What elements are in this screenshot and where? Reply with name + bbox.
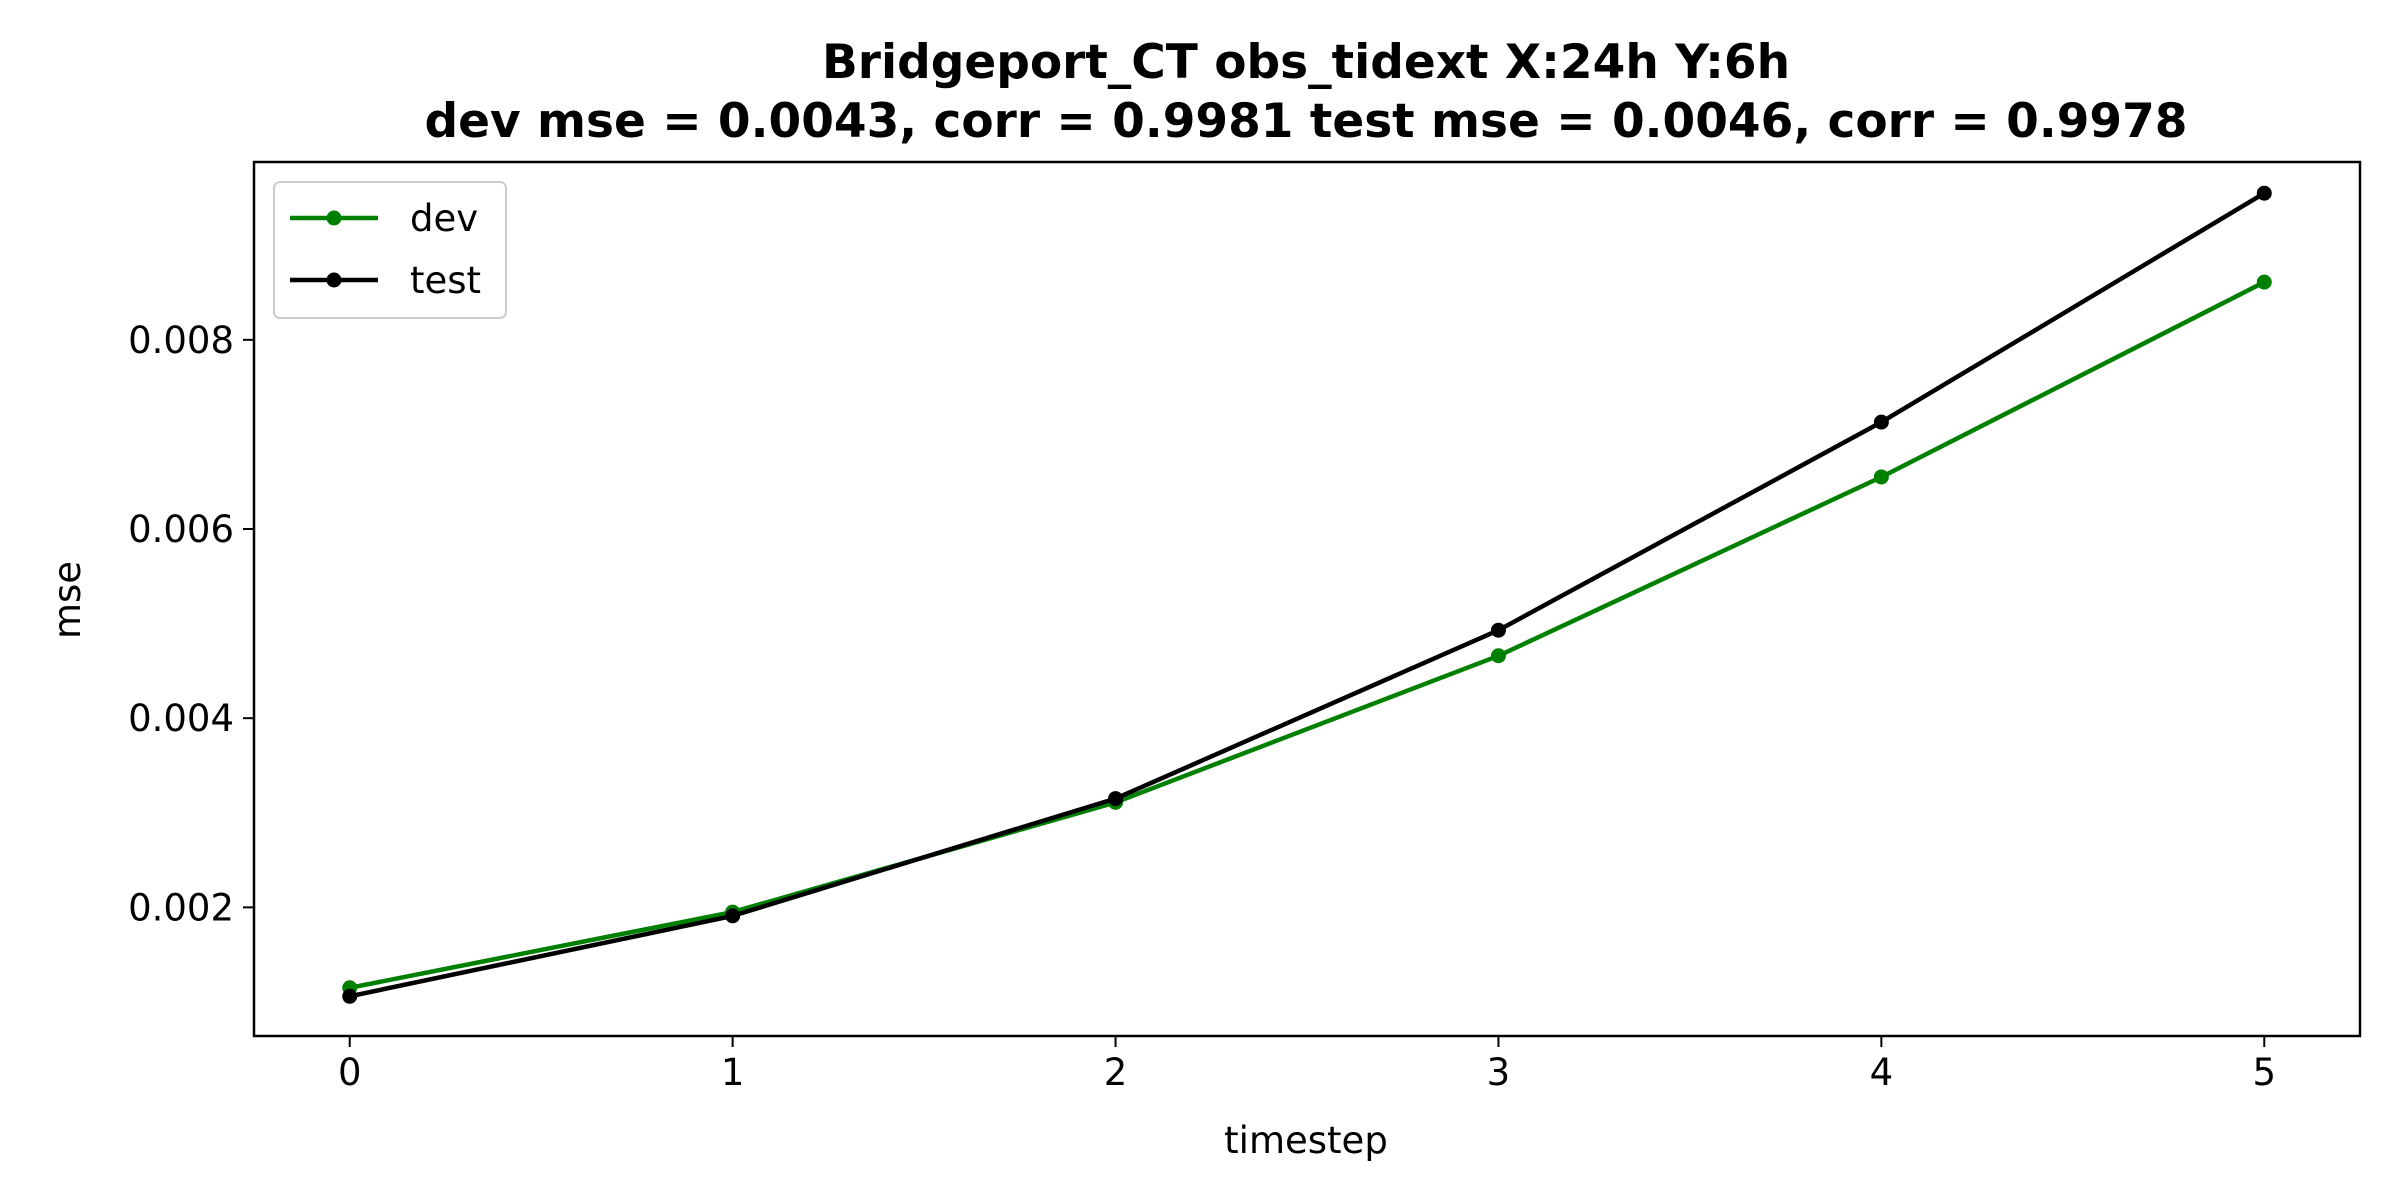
y-tick-label: 0.006 (128, 508, 234, 551)
x-tick-label: 2 (1104, 1051, 1128, 1094)
data-point-test (1490, 622, 1506, 638)
data-point-dev (2256, 274, 2272, 290)
y-axis-label: mse (46, 561, 89, 639)
legend-label-test: test (410, 259, 481, 302)
data-point-test (725, 908, 741, 924)
data-point-test (2256, 185, 2272, 201)
x-tick-label: 0 (338, 1051, 362, 1094)
chart-title: Bridgeport_CT obs_tidext X:24h Y:6h (822, 35, 1790, 90)
series-line-test (349, 191, 2266, 999)
series-line-dev (349, 280, 2266, 991)
legend-marker-test (326, 272, 342, 288)
legend-marker-dev (326, 210, 342, 226)
data-point-test (1108, 791, 1124, 807)
chart-subtitle: dev mse = 0.0043, corr = 0.9981 test mse… (424, 94, 2187, 149)
y-tick-label: 0.008 (128, 319, 234, 362)
x-axis-label: timestep (1224, 1119, 1388, 1162)
plot-area-frame (252, 160, 2362, 1038)
y-tick-label: 0.002 (128, 886, 234, 929)
legend-label-dev: dev (410, 197, 478, 240)
data-point-test (342, 988, 358, 1004)
data-point-test (1873, 414, 1889, 430)
x-tick-label: 3 (1487, 1051, 1511, 1094)
data-point-dev (1490, 648, 1506, 664)
x-tick-label: 1 (721, 1051, 745, 1094)
x-axis: 0 1 2 3 4 5 (338, 1036, 2276, 1094)
data-point-dev (1873, 469, 1889, 485)
y-axis: 0.002 0.004 0.006 0.008 (128, 319, 254, 929)
y-tick-label: 0.004 (128, 697, 234, 740)
legend: dev test (273, 181, 507, 319)
x-tick-label: 5 (2252, 1051, 2276, 1094)
plot-series (342, 185, 2272, 1004)
x-tick-label: 4 (1870, 1051, 1894, 1094)
